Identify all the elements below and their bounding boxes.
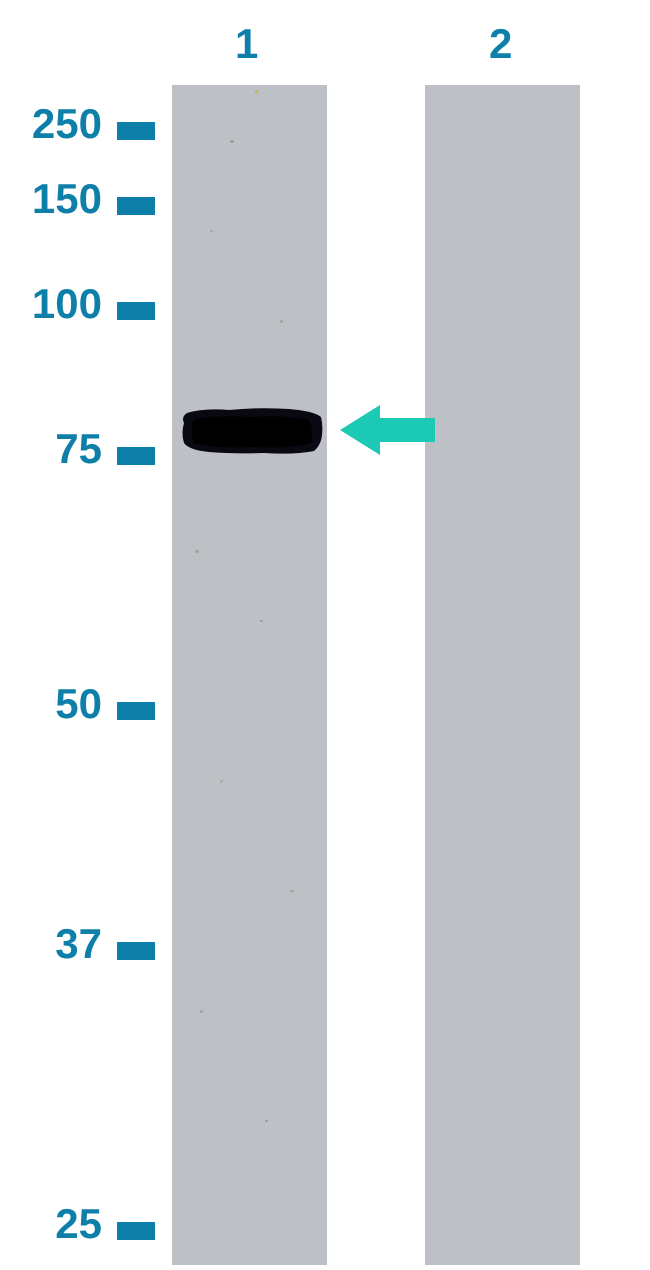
band-arrow-icon	[340, 400, 435, 460]
lane-noise	[210, 230, 213, 232]
lane-noise	[280, 320, 283, 323]
lane-2-label: 2	[489, 20, 512, 68]
lane-noise	[200, 1010, 203, 1013]
lane-2	[425, 85, 580, 1265]
marker-75-dash	[117, 447, 155, 465]
lane-noise	[265, 1120, 268, 1122]
marker-150: 150	[22, 175, 102, 223]
marker-50-dash	[117, 702, 155, 720]
marker-75: 75	[47, 425, 102, 473]
marker-100: 100	[22, 280, 102, 328]
lane-noise	[290, 890, 294, 892]
marker-100-dash	[117, 302, 155, 320]
marker-250-dash	[117, 122, 155, 140]
lane-noise	[230, 140, 234, 143]
marker-25-dash	[117, 1222, 155, 1240]
protein-band	[179, 405, 324, 457]
lane-1	[172, 85, 327, 1265]
marker-250: 250	[22, 100, 102, 148]
western-blot-container: 1 2 250 150 100 75 50 37 25	[0, 0, 650, 1270]
lane-noise	[195, 550, 199, 553]
marker-25: 25	[47, 1200, 102, 1248]
marker-150-dash	[117, 197, 155, 215]
marker-50: 50	[47, 680, 102, 728]
lane-noise	[260, 620, 263, 622]
lane-1-label: 1	[235, 20, 258, 68]
lane-noise	[220, 780, 223, 783]
marker-37-dash	[117, 942, 155, 960]
marker-37: 37	[47, 920, 102, 968]
lane-noise	[255, 90, 258, 93]
